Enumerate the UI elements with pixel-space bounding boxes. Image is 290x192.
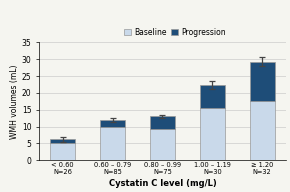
Bar [200, 85, 225, 108]
Bar [150, 129, 175, 160]
X-axis label: Cystatin C level (mg/L): Cystatin C level (mg/L) [109, 179, 216, 188]
Bar [50, 139, 75, 143]
Y-axis label: WMH volumes (mL): WMH volumes (mL) [10, 64, 19, 139]
Legend: Baseline, Progression: Baseline, Progression [121, 25, 229, 40]
Bar [250, 101, 275, 160]
Bar [150, 117, 175, 129]
Bar [250, 61, 275, 101]
Bar [200, 108, 225, 160]
Bar [50, 143, 75, 160]
Bar [100, 127, 125, 160]
Bar [100, 120, 125, 127]
